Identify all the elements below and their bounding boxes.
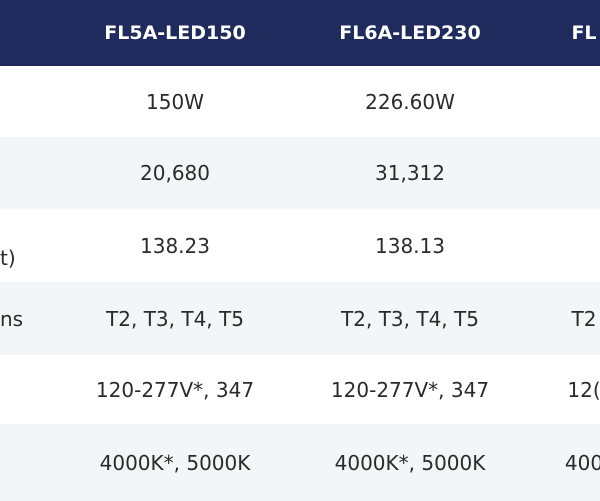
- table-row: [0, 137, 600, 209]
- table-cell: T2: [571, 306, 597, 331]
- table-cell: T2, T3, T4, T5: [341, 306, 479, 331]
- table-cell: 138.23: [140, 233, 210, 258]
- header-cell: FL: [571, 22, 597, 44]
- table-row: [0, 355, 600, 424]
- table-cell: 226.60W: [365, 89, 455, 114]
- table-cell: 20,680: [140, 161, 210, 185]
- table-row: [0, 424, 600, 501]
- table-row: [0, 66, 600, 137]
- table-cell: 4000K*, 5000K: [99, 450, 251, 475]
- table-cell: 31,312: [375, 161, 445, 185]
- table-cell: 150W: [146, 89, 204, 114]
- table-cell: 400: [564, 450, 600, 475]
- row-label: t): [0, 245, 16, 270]
- table-cell: T2, T3, T4, T5: [106, 306, 244, 331]
- table-cell: 120-277V*, 347: [95, 377, 255, 402]
- header-row: [0, 0, 600, 66]
- table-cell: 138.13: [375, 233, 445, 258]
- row-label: ns: [0, 306, 24, 331]
- table-cell: 120-277V*, 347: [330, 377, 490, 402]
- header-cell: FL5A-LED150: [104, 22, 246, 44]
- table-cell: 4000K*, 5000K: [334, 450, 486, 475]
- table-row: [0, 282, 600, 355]
- table-cell: 12(: [567, 377, 600, 402]
- table-row: [0, 209, 600, 282]
- header-cell: FL6A-LED230: [339, 22, 481, 44]
